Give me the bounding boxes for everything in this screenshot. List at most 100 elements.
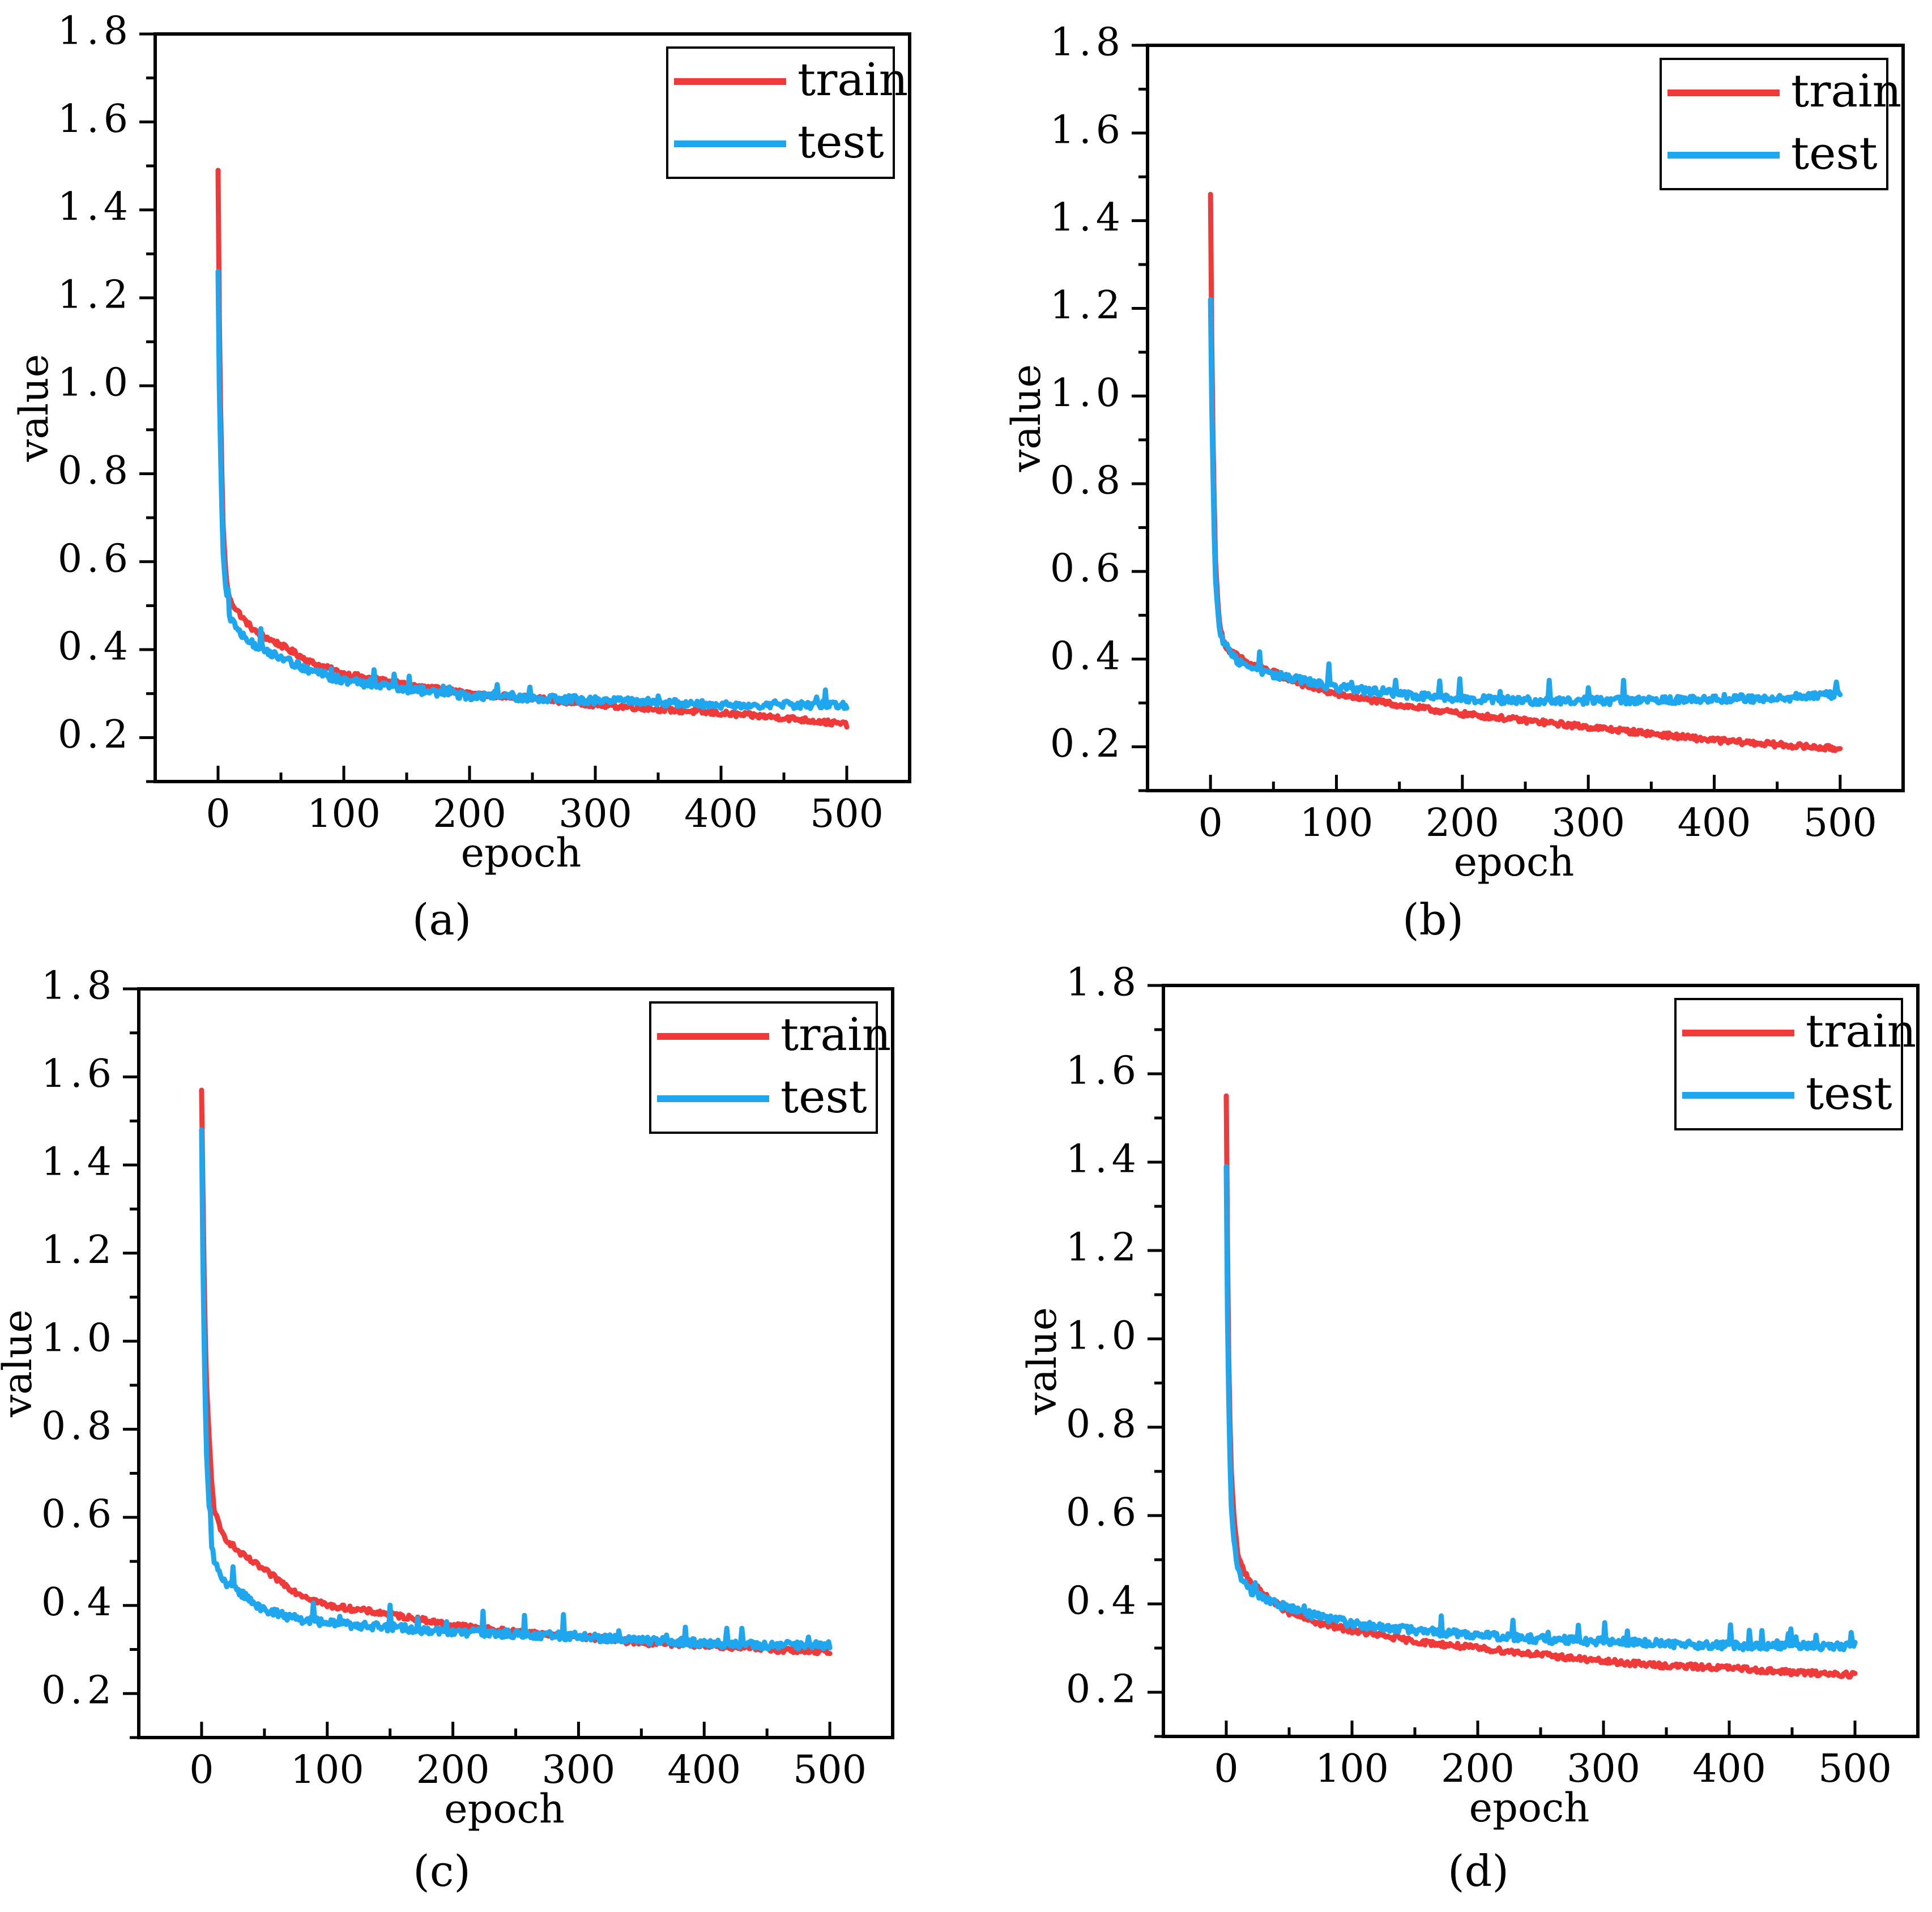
x-tick-label: 300 xyxy=(558,792,632,836)
x-axis-label: epoch xyxy=(444,1786,565,1832)
chart-panel-b: 0.2 0.4 0.6 0.8 1.0 1.2 1.4 1.6 1.8 0 100 200 300 400… xyxy=(1003,20,1905,945)
y-tick-label: 0.6 xyxy=(41,1492,116,1537)
x-tick-label: 0 xyxy=(1199,801,1223,846)
y-tick-label: 1.4 xyxy=(41,1140,116,1185)
panel-label: (c) xyxy=(413,1846,471,1896)
panel-label: (d) xyxy=(1448,1846,1509,1896)
x-axis-label: epoch xyxy=(461,830,582,876)
legend-label-train: train xyxy=(797,53,908,106)
chart-panel-a: 0.2 0.4 0.6 0.8 1.0 1.2 1.4 1.6 1.8 0 100 200 300 400… xyxy=(11,9,911,945)
x-tick-label: 400 xyxy=(684,792,758,836)
legend-label-train: train xyxy=(1806,1005,1916,1057)
y-tick-label: 1.2 xyxy=(1066,1226,1141,1270)
chart-panel-c: 0.2 0.4 0.6 0.8 1.0 1.2 1.4 1.6 1.8 0 100 200 300 400… xyxy=(0,964,894,1896)
legend-box xyxy=(1674,998,1903,1130)
y-tick-label: 1.6 xyxy=(1050,108,1125,152)
y-tick-label: 1.0 xyxy=(1050,371,1125,416)
x-tick-label: 0 xyxy=(206,792,230,836)
x-tick-label: 100 xyxy=(1300,801,1374,846)
y-tick-label: 0.2 xyxy=(41,1668,116,1713)
x-tick-label: 500 xyxy=(793,1748,867,1792)
x-tick-label: 200 xyxy=(1426,801,1499,846)
x-tick-label: 200 xyxy=(433,792,506,836)
x-tick-label: 500 xyxy=(810,792,884,836)
x-tick-label: 200 xyxy=(416,1748,490,1792)
x-axis-label: epoch xyxy=(1454,839,1575,885)
series-line-test xyxy=(1223,1164,1858,1653)
x-tick-label: 300 xyxy=(1567,1747,1640,1791)
x-tick-label: 0 xyxy=(189,1748,214,1792)
x-tick-label: 200 xyxy=(1441,1747,1515,1791)
panel-label: (a) xyxy=(412,894,472,945)
legend: train test xyxy=(1674,998,1916,1130)
y-axis-label: value xyxy=(0,1309,41,1418)
y-tick-label: 0.6 xyxy=(58,536,133,581)
x-tick-label: 100 xyxy=(291,1748,364,1792)
x-axis-label: epoch xyxy=(1469,1785,1590,1831)
y-tick-label: 1.6 xyxy=(58,97,133,142)
y-tick-label: 0.2 xyxy=(1066,1667,1141,1712)
x-tick-label: 0 xyxy=(1214,1747,1238,1791)
series-line-train xyxy=(199,1087,833,1657)
y-tick-label: 0.6 xyxy=(1050,546,1125,591)
chart-panel-d: 0.2 0.4 0.6 0.8 1.0 1.2 1.4 1.6 1.8 0 100 200 300 400… xyxy=(1019,961,1920,1896)
y-tick-label: 1.4 xyxy=(1066,1137,1141,1182)
y-tick-label: 1.4 xyxy=(1050,195,1125,240)
legend: train test xyxy=(666,46,908,179)
y-tick-label: 1.8 xyxy=(1066,961,1141,1005)
legend-label-test: test xyxy=(1806,1067,1892,1120)
legend-box xyxy=(666,46,895,179)
x-tick-label: 100 xyxy=(307,792,381,836)
y-tick-label: 0.2 xyxy=(58,712,133,757)
y-axis-label: value xyxy=(11,354,57,462)
y-tick-label: 0.8 xyxy=(41,1404,116,1449)
y-tick-label: 0.4 xyxy=(58,625,133,669)
y-tick-label: 1.0 xyxy=(41,1316,116,1361)
y-tick-label: 0.4 xyxy=(1066,1579,1141,1624)
x-tick-label: 500 xyxy=(1818,1747,1892,1791)
y-tick-label: 1.6 xyxy=(1066,1049,1141,1094)
series-line-test xyxy=(215,268,850,711)
series-line-test xyxy=(199,1127,833,1651)
legend-label-train: train xyxy=(1791,65,1901,117)
y-tick-label: 0.8 xyxy=(1050,459,1125,503)
y-tick-label: 1.0 xyxy=(1066,1314,1141,1359)
series-line-test xyxy=(1208,297,1843,707)
legend-label-train: train xyxy=(781,1008,891,1061)
y-tick-label: 1.4 xyxy=(58,185,133,229)
y-tick-label: 1.8 xyxy=(41,964,116,1009)
y-tick-label: 1.6 xyxy=(41,1052,116,1096)
y-tick-label: 1.2 xyxy=(41,1228,116,1273)
series-line-train xyxy=(1223,1093,1858,1680)
legend-label-test: test xyxy=(797,116,884,168)
legend-box xyxy=(1660,58,1888,190)
y-tick-label: 1.8 xyxy=(1050,20,1125,65)
y-tick-label: 1.0 xyxy=(58,361,133,406)
legend: train test xyxy=(649,1001,891,1134)
y-axis-label: value xyxy=(1019,1307,1065,1415)
legend-label-test: test xyxy=(1791,127,1878,180)
y-tick-label: 0.8 xyxy=(1066,1402,1141,1447)
x-tick-label: 400 xyxy=(1678,801,1751,846)
panel-label: (b) xyxy=(1402,894,1464,945)
y-tick-label: 0.8 xyxy=(58,449,133,493)
y-axis-label: value xyxy=(1003,364,1050,472)
x-tick-label: 500 xyxy=(1803,801,1877,846)
x-tick-label: 100 xyxy=(1315,1747,1389,1791)
series-line-train xyxy=(215,168,850,730)
x-tick-label: 300 xyxy=(1551,801,1625,846)
y-tick-label: 1.8 xyxy=(58,9,133,54)
series-line-train xyxy=(1208,191,1843,753)
y-tick-label: 0.4 xyxy=(1050,634,1125,678)
y-tick-label: 0.4 xyxy=(41,1580,116,1625)
legend: train test xyxy=(1660,58,1901,190)
legend-box xyxy=(649,1001,878,1134)
y-tick-label: 0.2 xyxy=(1050,722,1125,766)
y-tick-label: 1.2 xyxy=(58,272,133,317)
legend-label-test: test xyxy=(781,1070,867,1123)
x-tick-label: 300 xyxy=(542,1748,616,1792)
x-tick-label: 400 xyxy=(1692,1747,1766,1791)
x-tick-label: 400 xyxy=(667,1748,741,1792)
y-tick-label: 1.2 xyxy=(1050,283,1125,328)
